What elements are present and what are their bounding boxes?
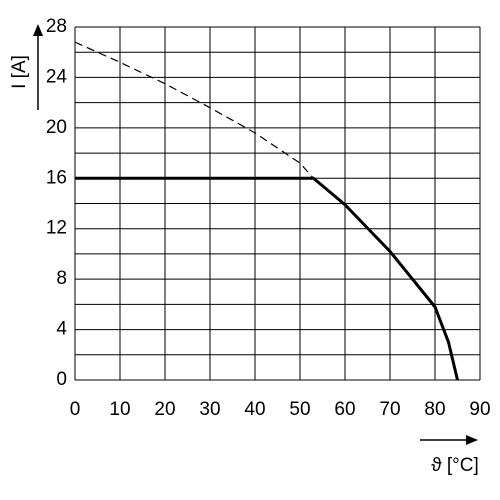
y-tick-label: 24 — [46, 66, 68, 87]
y-tick-label: 20 — [46, 117, 67, 138]
x-tick-label: 70 — [379, 399, 400, 420]
y-tick-label: 8 — [56, 268, 67, 289]
y-arrowhead — [33, 24, 43, 36]
x-tick-label: 0 — [70, 399, 81, 420]
series-line — [75, 176, 459, 381]
x-tick-label: 30 — [199, 399, 220, 420]
y-axis-label: I [A] — [9, 55, 30, 89]
series-line — [74, 41, 314, 179]
x-tick-label: 20 — [154, 399, 175, 420]
x-tick-label: 90 — [469, 399, 490, 420]
x-axis-label: ϑ [°C] — [431, 455, 479, 476]
y-tick-label: 0 — [56, 369, 67, 390]
x-tick-label: 50 — [289, 399, 310, 420]
x-tick-label: 10 — [109, 399, 130, 420]
x-tick-label: 60 — [334, 399, 355, 420]
x-arrowhead — [466, 435, 478, 445]
y-tick-label: 16 — [46, 167, 67, 188]
x-tick-label: 80 — [424, 399, 445, 420]
x-tick-label: 40 — [244, 399, 265, 420]
y-tick-label: 4 — [56, 319, 67, 340]
y-tick-label: 28 — [46, 16, 67, 37]
y-tick-label: 12 — [46, 218, 67, 239]
